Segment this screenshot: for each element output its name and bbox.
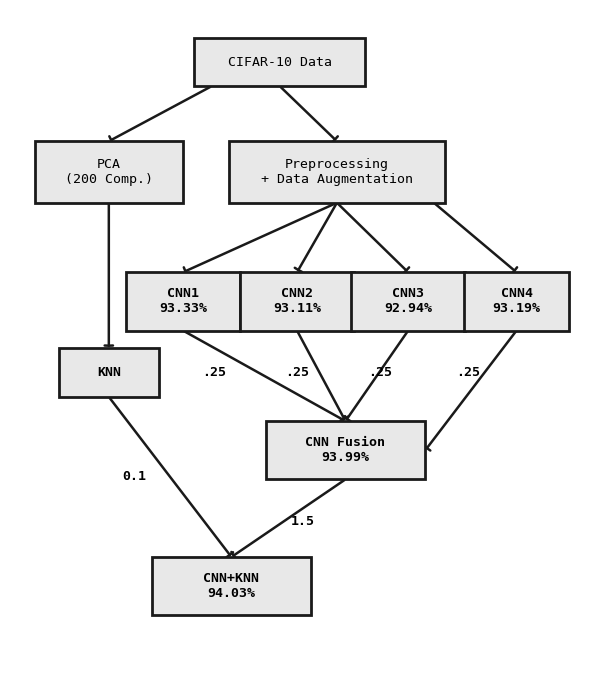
Text: .25: .25 xyxy=(203,366,226,379)
Text: .25: .25 xyxy=(368,366,391,379)
FancyBboxPatch shape xyxy=(240,272,354,330)
Text: CNN3
92.94%: CNN3 92.94% xyxy=(384,287,432,315)
FancyBboxPatch shape xyxy=(229,142,446,203)
Text: CNN2
93.11%: CNN2 93.11% xyxy=(273,287,321,315)
Text: .25: .25 xyxy=(285,366,309,379)
Text: 1.5: 1.5 xyxy=(290,515,315,528)
FancyBboxPatch shape xyxy=(34,142,183,203)
Text: CNN1
93.33%: CNN1 93.33% xyxy=(159,287,207,315)
Text: CNN+KNN
94.03%: CNN+KNN 94.03% xyxy=(203,572,260,600)
Text: 0.1: 0.1 xyxy=(122,470,147,483)
Text: Preprocessing
+ Data Augmentation: Preprocessing + Data Augmentation xyxy=(261,158,413,186)
Text: PCA
(200 Comp.): PCA (200 Comp.) xyxy=(65,158,153,186)
FancyBboxPatch shape xyxy=(59,348,159,397)
Text: CNN Fusion
93.99%: CNN Fusion 93.99% xyxy=(305,436,386,464)
Text: .25: .25 xyxy=(456,366,480,379)
FancyBboxPatch shape xyxy=(194,38,365,86)
FancyBboxPatch shape xyxy=(464,272,569,330)
FancyBboxPatch shape xyxy=(266,421,425,479)
FancyBboxPatch shape xyxy=(151,557,311,615)
Text: KNN: KNN xyxy=(97,366,121,379)
FancyBboxPatch shape xyxy=(351,272,465,330)
Text: CNN4
93.19%: CNN4 93.19% xyxy=(492,287,541,315)
Text: CIFAR-10 Data: CIFAR-10 Data xyxy=(228,55,332,69)
FancyBboxPatch shape xyxy=(126,272,240,330)
